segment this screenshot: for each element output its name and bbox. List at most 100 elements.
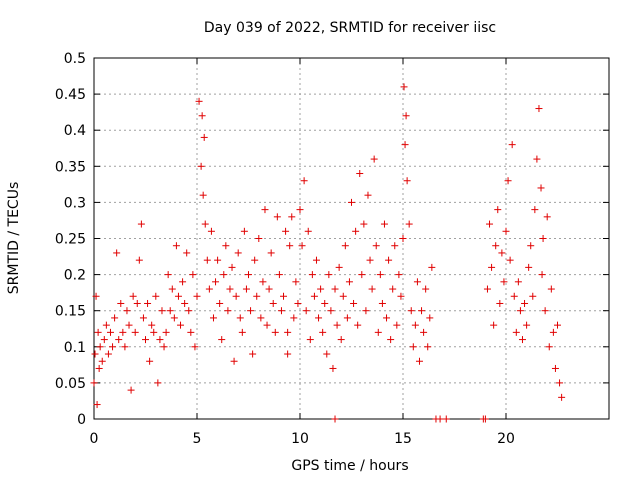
data-point	[238, 328, 246, 336]
data-point	[502, 227, 510, 235]
data-point	[333, 321, 341, 329]
data-point	[402, 112, 410, 120]
data-point	[319, 328, 327, 336]
grid	[94, 58, 609, 419]
x-axis-label: GPS time / hours	[291, 458, 408, 474]
data-point	[236, 314, 244, 322]
data-point	[275, 271, 283, 279]
data-point	[399, 235, 407, 242]
data-point	[374, 328, 382, 336]
data-point	[232, 292, 240, 300]
data-point	[166, 307, 174, 315]
data-point	[415, 357, 423, 365]
data-point	[259, 278, 267, 286]
data-point	[360, 220, 368, 228]
data-point	[545, 343, 553, 351]
data-point	[133, 299, 141, 307]
data-point	[177, 321, 185, 329]
data-point	[205, 285, 213, 293]
data-point	[348, 198, 355, 206]
data-point	[393, 321, 401, 329]
x-tick-label: 5	[193, 431, 202, 447]
data-point	[481, 415, 489, 423]
data-point	[420, 328, 428, 336]
data-point	[488, 263, 496, 271]
data-point	[156, 336, 164, 344]
data-point	[391, 242, 399, 250]
data-point	[292, 278, 300, 286]
data-point	[197, 162, 205, 170]
data-point	[512, 328, 520, 336]
data-marks	[90, 83, 566, 423]
data-point	[280, 292, 288, 300]
data-point	[506, 256, 514, 264]
data-point	[385, 256, 393, 264]
y-tick-label: 0.1	[64, 340, 86, 356]
y-tick-label: 0.05	[55, 376, 86, 392]
y-tick-label: 0.45	[55, 87, 86, 103]
data-point	[214, 256, 222, 264]
data-point	[228, 263, 236, 271]
data-point	[282, 227, 290, 235]
data-point	[341, 242, 349, 250]
data-point	[109, 343, 117, 351]
data-point	[95, 364, 103, 372]
data-point	[158, 307, 166, 315]
data-point	[111, 314, 119, 322]
data-point	[508, 141, 516, 149]
data-point	[117, 299, 125, 307]
data-point	[308, 271, 316, 279]
data-point	[370, 155, 378, 163]
data-point	[119, 328, 127, 336]
data-point	[164, 271, 172, 279]
data-point	[395, 271, 403, 279]
data-point	[247, 307, 255, 315]
data-point	[533, 155, 541, 163]
data-point	[263, 321, 271, 329]
data-point	[483, 285, 491, 293]
data-point	[350, 299, 358, 307]
data-point	[525, 263, 533, 271]
data-point	[496, 299, 504, 307]
plot-frame	[93, 57, 610, 420]
data-point	[378, 299, 386, 307]
data-point	[358, 271, 366, 279]
data-point	[554, 321, 561, 329]
data-point	[187, 328, 195, 336]
data-point	[345, 278, 353, 286]
data-point	[290, 314, 298, 322]
data-point	[220, 271, 228, 279]
data-point	[92, 292, 100, 300]
data-point	[115, 336, 123, 344]
data-point	[174, 292, 182, 300]
data-point	[306, 336, 314, 344]
data-point	[216, 299, 224, 307]
data-point	[428, 263, 436, 271]
data-point	[257, 314, 265, 322]
data-point	[162, 328, 170, 336]
data-point	[284, 350, 292, 358]
data-point	[486, 220, 494, 228]
data-point	[226, 285, 234, 293]
y-tick-label: 0.25	[55, 232, 86, 248]
x-tick-labels: 0 5 10 15 20	[90, 431, 515, 447]
data-point	[168, 285, 176, 293]
data-point	[521, 299, 529, 307]
data-point	[127, 386, 135, 394]
data-point	[407, 307, 415, 315]
data-point	[500, 278, 508, 286]
data-point	[245, 271, 252, 279]
data-point	[185, 307, 193, 315]
data-point	[253, 292, 261, 300]
data-point	[387, 336, 395, 344]
data-point	[242, 285, 250, 293]
data-point	[380, 220, 388, 228]
data-point	[271, 328, 279, 336]
y-tick-label: 0.2	[64, 268, 86, 284]
data-point	[255, 235, 263, 242]
y-tick-label: 0.5	[64, 51, 86, 67]
data-point	[284, 328, 292, 336]
y-tick-labels: 0 0.05 0.1 0.15 0.2 0.25 0.3 0.35 0.4 0.45 0.5	[55, 51, 86, 428]
data-point	[144, 299, 152, 307]
data-point	[490, 321, 498, 329]
